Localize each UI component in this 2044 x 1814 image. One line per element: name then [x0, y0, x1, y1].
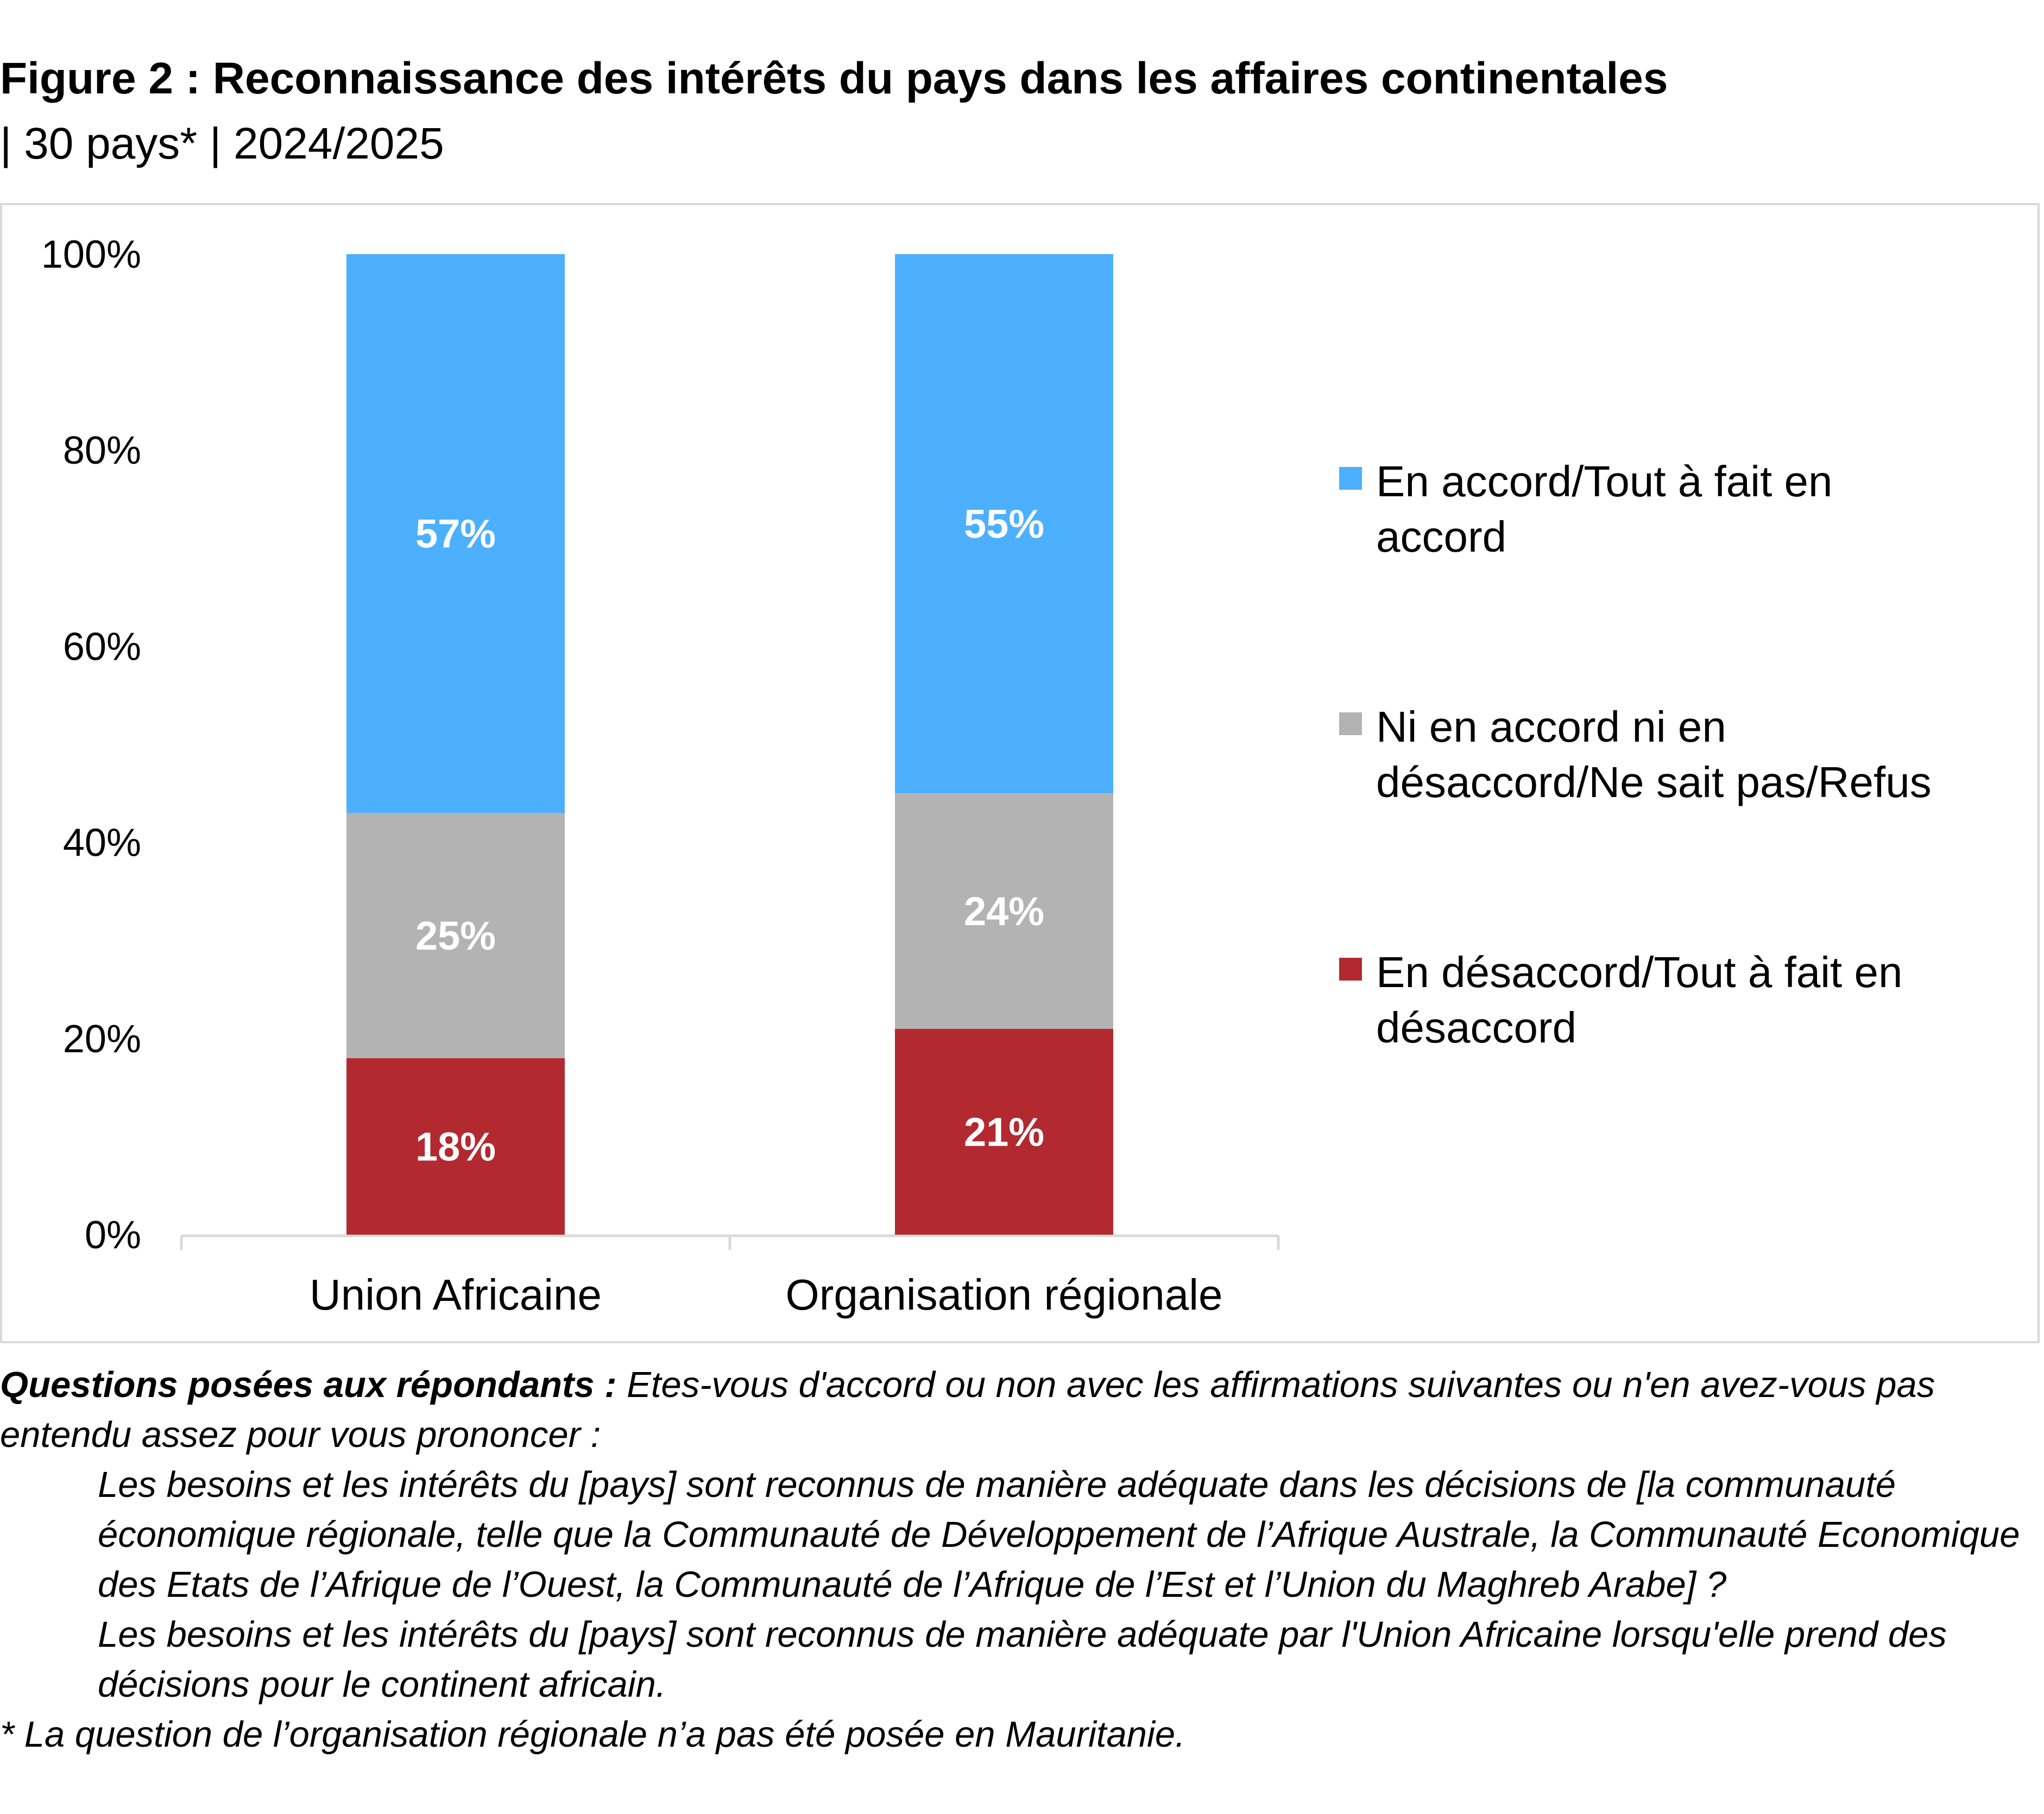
legend-label: En désaccord/Tout à fait en — [1376, 948, 1903, 996]
x-category-label: Union Africaine — [310, 1271, 602, 1319]
figure-subtitle: | 30 pays* | 2024/2025 — [0, 119, 444, 168]
data-label: 57% — [415, 511, 496, 557]
data-label: 24% — [964, 889, 1044, 934]
bar-segment — [895, 254, 1113, 794]
notes-intro-text: Etes-vous d'accord ou non avec les affir… — [0, 1364, 1935, 1455]
bar-segment — [346, 254, 565, 813]
x-category-label: Organisation régionale — [786, 1271, 1223, 1319]
stacked-bar-chart: 0% 20% 40% 60% 80% 100% 18% 25% 57% Union Africai… — [41, 233, 1932, 1319]
y-tick-label: 100% — [41, 233, 141, 276]
legend-label: désaccord — [1376, 1003, 1576, 1052]
data-label: 55% — [964, 502, 1044, 547]
question-1: Les besoins et les intérêts du [pays] so… — [98, 1464, 2020, 1605]
notes-lead: Questions posées aux répondants : — [0, 1364, 617, 1405]
data-label: 18% — [415, 1124, 496, 1169]
y-tick-label: 0% — [85, 1213, 141, 1257]
legend-swatch — [1339, 958, 1362, 981]
data-label: 25% — [415, 913, 496, 958]
figure-title: Figure 2 : Reconnaissance des intérêts d… — [0, 54, 1668, 103]
chart-frame: 0% 20% 40% 60% 80% 100% 18% 25% 57% Union Africai… — [0, 203, 2040, 1343]
legend-label: En accord/Tout à fait en — [1376, 457, 1833, 505]
y-tick-label: 20% — [63, 1017, 141, 1061]
legend-swatch — [1339, 712, 1362, 735]
data-label: 21% — [964, 1109, 1044, 1154]
y-tick-label: 80% — [63, 429, 141, 472]
legend-label: Ni en accord ni en — [1376, 703, 1726, 751]
notes-intro: Questions posées aux répondants : Etes-v… — [0, 1360, 2044, 1460]
bar-segment — [895, 1028, 1113, 1235]
legend-swatch — [1339, 467, 1362, 490]
bar-segment — [895, 793, 1113, 1029]
bar-segment — [346, 813, 565, 1058]
y-tick-label: 60% — [63, 625, 141, 668]
legend-label: accord — [1376, 513, 1506, 561]
footnote: * La question de l’organisation régional… — [0, 1714, 1185, 1755]
y-tick-label: 40% — [63, 821, 141, 865]
legend-label: désaccord/Ne sait pas/Refus — [1376, 758, 1932, 806]
notes: Questions posées aux répondants : Etes-v… — [0, 1360, 2044, 1760]
question-2: Les besoins et les intérêts du [pays] so… — [98, 1614, 1947, 1705]
bar-segment — [346, 1058, 565, 1235]
